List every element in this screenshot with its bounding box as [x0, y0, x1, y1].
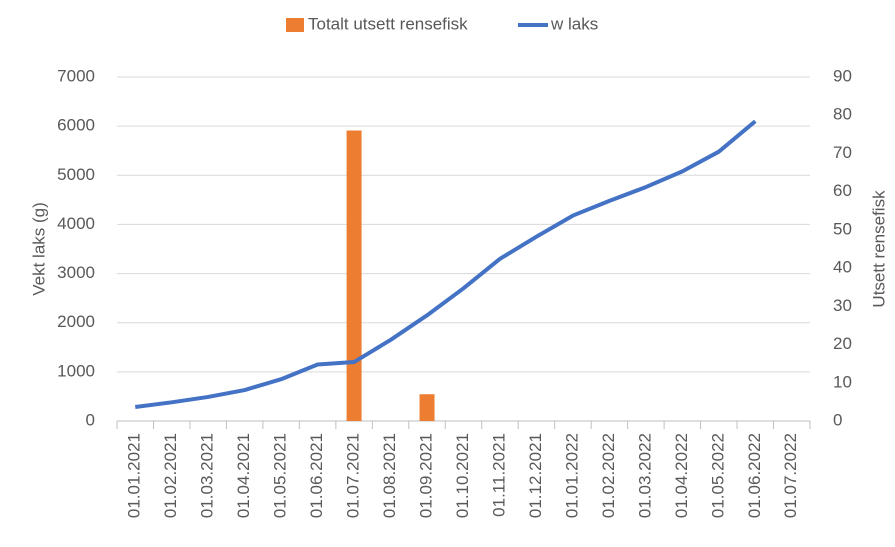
x-tick-label: 01.01.2021 — [125, 433, 144, 518]
x-tick-label: 01.03.2021 — [198, 433, 217, 518]
y2-tick-label: 30 — [833, 296, 852, 315]
y-tick-label: 3000 — [57, 263, 95, 282]
y2-tick-label: 90 — [833, 66, 852, 85]
y2-axis-title: Utsett rensefisk — [869, 190, 888, 308]
y2-tick-label: 80 — [833, 105, 852, 124]
y2-tick-label: 40 — [833, 258, 852, 277]
x-tick-label: 01.08.2021 — [380, 433, 399, 518]
line — [134, 119, 757, 409]
y2-tick-label: 50 — [833, 219, 852, 238]
y-tick-label: 2000 — [57, 312, 95, 331]
y-tick-label: 4000 — [57, 214, 95, 233]
x-tick-label: 01.05.2021 — [271, 433, 290, 518]
y-tick-label: 6000 — [57, 116, 95, 135]
x-tick-label: 01.04.2021 — [234, 433, 253, 518]
x-tick-label: 01.09.2021 — [417, 433, 436, 518]
y2-tick-label: 20 — [833, 334, 852, 353]
y-tick-label: 1000 — [57, 361, 95, 380]
legend-swatch — [286, 18, 304, 32]
bar — [419, 394, 435, 421]
legend-label: Totalt utsett rensefisk — [308, 14, 468, 33]
bar — [346, 130, 362, 421]
y2-tick-label: 70 — [833, 143, 852, 162]
y-tick-label: 0 — [86, 410, 95, 429]
y2-tick-label: 60 — [833, 181, 852, 200]
x-tick-label: 01.02.2022 — [599, 433, 618, 518]
x-tick-label: 01.07.2021 — [344, 433, 363, 518]
y-tick-label: 5000 — [57, 165, 95, 184]
x-tick-label: 01.05.2022 — [708, 433, 727, 518]
y2-tick-label: 10 — [833, 372, 852, 391]
x-tick-label: 01.04.2022 — [672, 433, 691, 518]
x-tick-label: 01.01.2022 — [562, 433, 581, 518]
x-tick-label: 01.12.2021 — [526, 433, 545, 518]
x-tick-label: 01.02.2021 — [161, 433, 180, 518]
legend-label: w laks — [550, 14, 598, 33]
x-tick-label: 01.11.2021 — [489, 433, 508, 517]
x-tick-label: 01.03.2022 — [635, 433, 654, 518]
y-tick-label: 7000 — [57, 66, 95, 85]
y-axis-title: Vekt laks (g) — [29, 202, 48, 296]
x-tick-label: 01.06.2022 — [745, 433, 764, 518]
x-tick-label: 01.07.2022 — [781, 433, 800, 518]
x-tick-label: 01.06.2021 — [307, 433, 326, 518]
y2-tick-label: 0 — [833, 410, 842, 429]
x-tick-label: 01.10.2021 — [453, 433, 472, 518]
